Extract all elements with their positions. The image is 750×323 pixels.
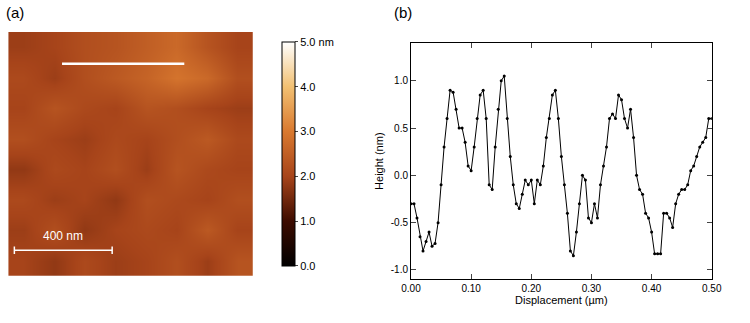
svg-text:400 nm: 400 nm: [43, 229, 83, 243]
svg-text:0.5: 0.5: [394, 123, 408, 134]
svg-text:0.40: 0.40: [642, 283, 662, 294]
svg-text:2.0: 2.0: [300, 170, 315, 182]
svg-text:0.0: 0.0: [300, 260, 315, 272]
svg-text:0.00: 0.00: [401, 283, 421, 294]
svg-text:4.0: 4.0: [300, 80, 315, 92]
svg-text:Height (nm): Height (nm): [373, 132, 385, 189]
svg-text:-1.0: -1.0: [391, 264, 409, 275]
svg-text:Displacement (µm): Displacement (µm): [515, 294, 608, 306]
svg-text:-0.5: -0.5: [391, 217, 409, 228]
svg-text:5.0 nm: 5.0 nm: [300, 36, 334, 48]
svg-text:0.50: 0.50: [702, 283, 722, 294]
svg-text:1.0: 1.0: [394, 75, 408, 86]
svg-text:1.0: 1.0: [300, 215, 315, 227]
svg-text:3.0: 3.0: [300, 125, 315, 137]
svg-text:0.20: 0.20: [522, 283, 542, 294]
svg-text:0.30: 0.30: [582, 283, 602, 294]
svg-text:0.0: 0.0: [394, 170, 408, 181]
svg-text:(b): (b): [394, 4, 412, 21]
svg-text:0.10: 0.10: [461, 283, 481, 294]
svg-text:(a): (a): [6, 4, 24, 21]
